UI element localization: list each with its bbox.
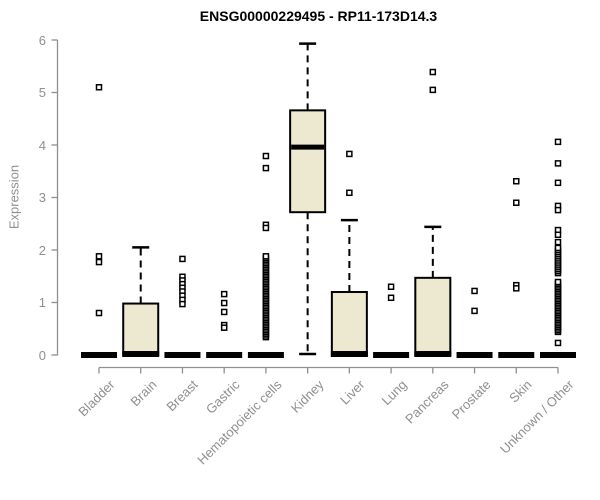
outlier-point [95,84,103,91]
outlier-point [346,189,353,197]
outlier-point [429,86,437,94]
collapsed-box [456,352,493,358]
y-tick-label: 4 [38,137,46,153]
collapsed-box [498,352,535,358]
outlier-point [262,224,270,232]
box [330,291,368,356]
outlier-point [554,138,562,146]
y-tick-label: 0 [38,347,46,363]
y-tick-label: 3 [38,190,46,205]
outlier-point [220,308,228,316]
outlier-point [471,307,478,315]
collapsed-box [247,352,284,358]
y-tick-label: 2 [38,242,46,258]
y-tick-label: 6 [38,32,46,48]
outlier-point [554,179,562,187]
outlier-point [554,160,562,167]
outlier-point [387,283,395,290]
outlier-point [179,300,186,308]
collapsed-box [206,352,243,358]
collapsed-box [81,352,117,358]
outlier-point [220,324,228,331]
outlier-point [95,253,103,260]
outlier-point [220,290,228,298]
outlier-point [95,258,103,266]
outlier-point [262,152,270,160]
outlier-point [554,244,562,252]
outlier-point [513,177,520,185]
box [414,276,452,357]
outlier-point [95,309,103,317]
outlier-point [387,294,395,302]
outlier-point [429,68,437,76]
collapsed-box [373,352,410,358]
box [122,302,160,356]
outlier-point [554,339,562,347]
box [289,109,327,214]
outlier-point [554,238,562,246]
chart-title: ENSG00000229495 - RP11-173D14.3 [199,8,438,24]
y-tick-label: 5 [38,85,46,100]
outlier-point [179,255,186,263]
outlier-point [513,199,520,206]
y-tick-label: 1 [38,295,46,310]
outlier-point [220,299,228,307]
collapsed-box [164,352,201,358]
collapsed-box [540,352,576,358]
outlier-point [262,164,270,172]
outlier-point [262,253,270,260]
outlier-point [471,287,478,295]
outlier-point [554,231,562,239]
outlier-point [346,150,353,158]
outlier-point [554,278,562,286]
outlier-point [513,285,520,292]
outlier-point [554,206,562,214]
